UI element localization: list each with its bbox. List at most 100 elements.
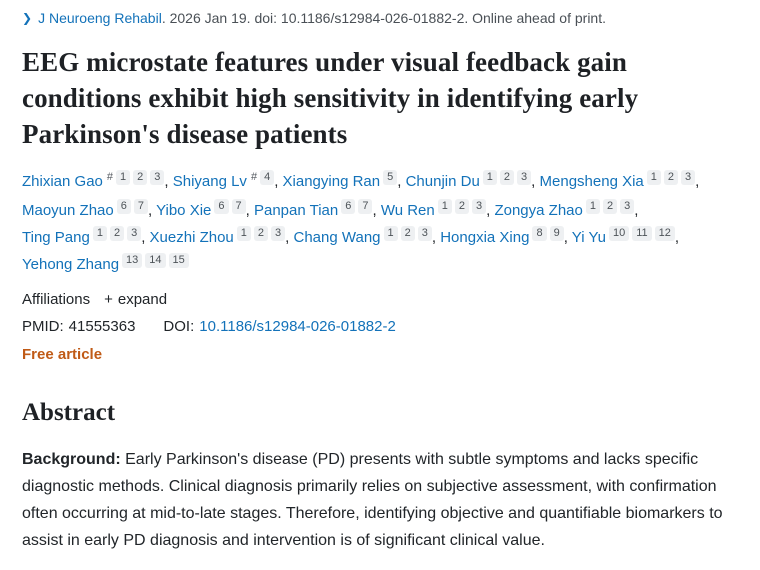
doi-label: DOI: (163, 318, 195, 335)
chevron-right-icon: ❯ (22, 11, 33, 25)
affiliation-superscript[interactable]: 7 (358, 199, 373, 214)
affiliation-superscript[interactable]: 6 (214, 199, 229, 214)
plus-icon: + (104, 291, 113, 308)
expand-affiliations-button[interactable]: + expand (104, 291, 167, 308)
author-link[interactable]: Chang Wang (293, 229, 381, 246)
author: Hongxia Xing 8 9 (440, 226, 564, 246)
journal-link[interactable]: J Neuroeng Rehabil (38, 10, 162, 26)
pmid-label: PMID: (22, 318, 64, 335)
affiliation-superscript[interactable]: 3 (127, 226, 142, 241)
author: Yi Yu 10 11 12 (571, 226, 675, 246)
author-separator: , (486, 202, 495, 219)
free-article-badge: Free article (22, 346, 103, 363)
author: Maoyun Zhao 6 7 (22, 199, 148, 219)
author-link[interactable]: Yehong Zhang (22, 256, 120, 273)
affiliation-superscript[interactable]: 10 (608, 226, 630, 241)
author-link[interactable]: Chunjin Du (405, 173, 480, 190)
affiliation-superscript[interactable]: 3 (417, 226, 432, 241)
affiliation-superscript[interactable]: 14 (145, 253, 166, 268)
author: Yehong Zhang 13 14 15 (22, 253, 189, 273)
affiliation-superscript[interactable]: 4 (260, 170, 275, 185)
author-link[interactable]: Panpan Tian (253, 202, 339, 219)
pmid-value: 41555363 (68, 318, 136, 335)
author-link[interactable]: Wu Ren (380, 202, 435, 219)
affiliation-superscript[interactable]: 3 (271, 226, 286, 241)
affiliation-superscript[interactable]: 3 (150, 170, 165, 185)
author: Zongya Zhao 1 2 3 (494, 199, 635, 219)
author-link[interactable]: Xiangying Ran (282, 173, 381, 190)
affiliation-superscript[interactable]: 9 (549, 226, 564, 241)
affiliations-row: Affiliations + expand (22, 291, 736, 308)
affiliation-superscript[interactable]: 2 (499, 170, 515, 185)
affiliation-superscript[interactable]: 1 (92, 226, 107, 241)
affiliation-superscript[interactable]: 8 (532, 226, 547, 241)
author: Ting Pang 1 2 3 (22, 226, 142, 246)
author: Mengsheng Xia 1 2 3 (539, 170, 696, 190)
author-link[interactable]: Ting Pang (22, 229, 90, 246)
expand-label: expand (117, 291, 168, 308)
abstract-paragraphs: Background: Early Parkinson's disease (P… (22, 446, 736, 570)
equal-contribution-mark: # (106, 171, 113, 183)
author-link[interactable]: Mengsheng Xia (539, 173, 644, 190)
affiliation-superscript[interactable]: 12 (654, 226, 675, 241)
author-separator: , (147, 202, 157, 219)
citation-text: J Neuroeng Rehabil. 2026 Jan 19. doi: 10… (38, 9, 606, 27)
author-separator: , (397, 173, 406, 190)
affiliation-superscript[interactable]: 3 (681, 170, 696, 185)
author-separator: , (245, 202, 254, 219)
affiliation-superscript[interactable]: 13 (122, 253, 143, 268)
abstract-paragraph: Background: Early Parkinson's disease (P… (22, 446, 736, 554)
author: Xiangying Ran 5 (282, 170, 398, 190)
affiliation-superscript[interactable]: 7 (231, 199, 246, 214)
affiliation-superscript[interactable]: 1 (437, 199, 452, 214)
affiliation-superscript[interactable]: 6 (116, 199, 131, 214)
author-separator: , (285, 229, 294, 246)
author-link[interactable]: Zongya Zhao (494, 202, 583, 219)
author-link[interactable]: Hongxia Xing (440, 229, 530, 246)
author-link[interactable]: Zhixian Gao (22, 173, 103, 190)
author: Shiyang Lv #4 (172, 170, 275, 190)
author-link[interactable]: Maoyun Zhao (22, 202, 114, 219)
identifiers-row: PMID: 41555363 DOI: 10.1186/s12984-026-0… (22, 318, 736, 335)
affiliation-superscript[interactable]: 6 (341, 199, 356, 214)
affiliation-superscript[interactable]: 5 (383, 170, 398, 185)
doi-link[interactable]: 10.1186/s12984-026-01882-2 (199, 318, 396, 335)
affiliation-superscript[interactable]: 1 (116, 170, 131, 185)
affiliation-superscript[interactable]: 3 (620, 199, 635, 214)
affiliation-superscript[interactable]: 2 (454, 199, 469, 214)
affiliation-superscript[interactable]: 15 (168, 253, 189, 268)
affiliation-superscript[interactable]: 1 (646, 170, 661, 185)
article-title: EEG microstate features under visual fee… (22, 47, 639, 149)
affiliation-superscript[interactable]: 2 (133, 170, 148, 185)
abstract-heading: Abstract (22, 399, 116, 426)
affiliation-superscript[interactable]: 11 (632, 226, 652, 241)
author-separator: , (531, 173, 540, 190)
affiliation-superscript[interactable]: 2 (663, 170, 679, 185)
affiliation-superscript[interactable]: 7 (133, 199, 148, 214)
affiliation-superscript[interactable]: 3 (471, 199, 487, 214)
affiliation-superscript[interactable]: 1 (383, 226, 398, 241)
paragraph-label: Background: (22, 451, 126, 468)
author-separator: , (695, 173, 700, 190)
affiliation-superscript[interactable]: 2 (253, 226, 269, 241)
author-link[interactable]: Yi Yu (571, 229, 606, 246)
author: Chang Wang 1 2 3 (293, 226, 432, 246)
affiliation-superscript[interactable]: 2 (400, 226, 415, 241)
author-link[interactable]: Shiyang Lv (172, 173, 247, 190)
author-separator: , (563, 229, 572, 246)
affiliation-superscript[interactable]: 1 (482, 170, 497, 185)
affiliation-superscript[interactable]: 1 (585, 199, 600, 214)
author-separator: , (141, 229, 150, 246)
author: Chunjin Du 1 2 3 (405, 170, 532, 190)
author-link[interactable]: Yibo Xie (156, 202, 212, 219)
author-separator: , (431, 229, 441, 246)
author: Yibo Xie 6 7 (156, 199, 246, 219)
affiliation-superscript[interactable]: 2 (602, 199, 618, 214)
equal-contribution-mark: # (250, 171, 258, 183)
affiliation-superscript[interactable]: 2 (109, 226, 125, 241)
affiliation-superscript[interactable]: 3 (517, 170, 532, 185)
author-link[interactable]: Xuezhi Zhou (149, 229, 234, 246)
affiliation-superscript[interactable]: 1 (236, 226, 251, 241)
author-separator: , (164, 173, 173, 190)
author-separator: , (274, 173, 283, 190)
